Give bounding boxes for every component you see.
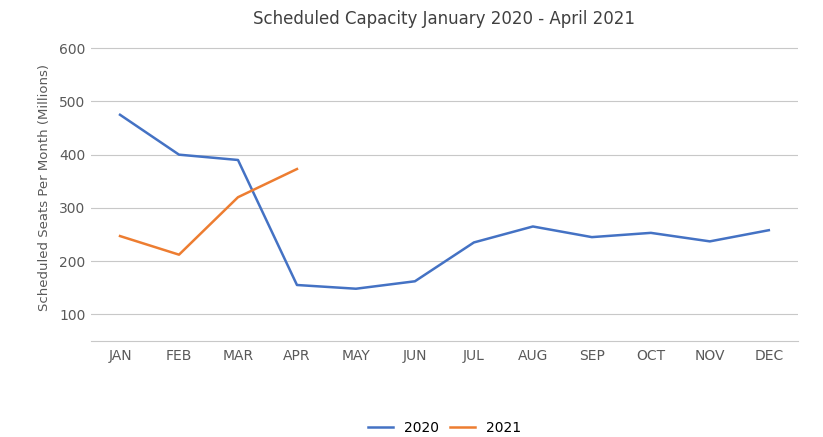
2021 [174,252,184,257]
Line: 2021: 2021 [120,169,297,255]
2020 [351,286,360,291]
Line: 2020: 2020 [120,115,769,289]
2021 [292,166,302,172]
2020 [174,152,184,157]
2020 [115,112,125,118]
Y-axis label: Scheduled Seats Per Month (Millions): Scheduled Seats Per Month (Millions) [38,64,51,312]
Title: Scheduled Capacity January 2020 - April 2021: Scheduled Capacity January 2020 - April … [253,10,635,28]
2020 [646,230,656,236]
2020 [587,235,597,240]
2020 [233,157,243,163]
2020 [292,282,302,288]
2020 [469,240,479,245]
2020 [764,228,774,233]
2020 [528,224,537,229]
2020 [410,279,420,284]
2020 [704,239,714,244]
2021 [115,233,125,239]
2021 [233,194,243,200]
Legend: 2020, 2021: 2020, 2021 [362,415,527,437]
